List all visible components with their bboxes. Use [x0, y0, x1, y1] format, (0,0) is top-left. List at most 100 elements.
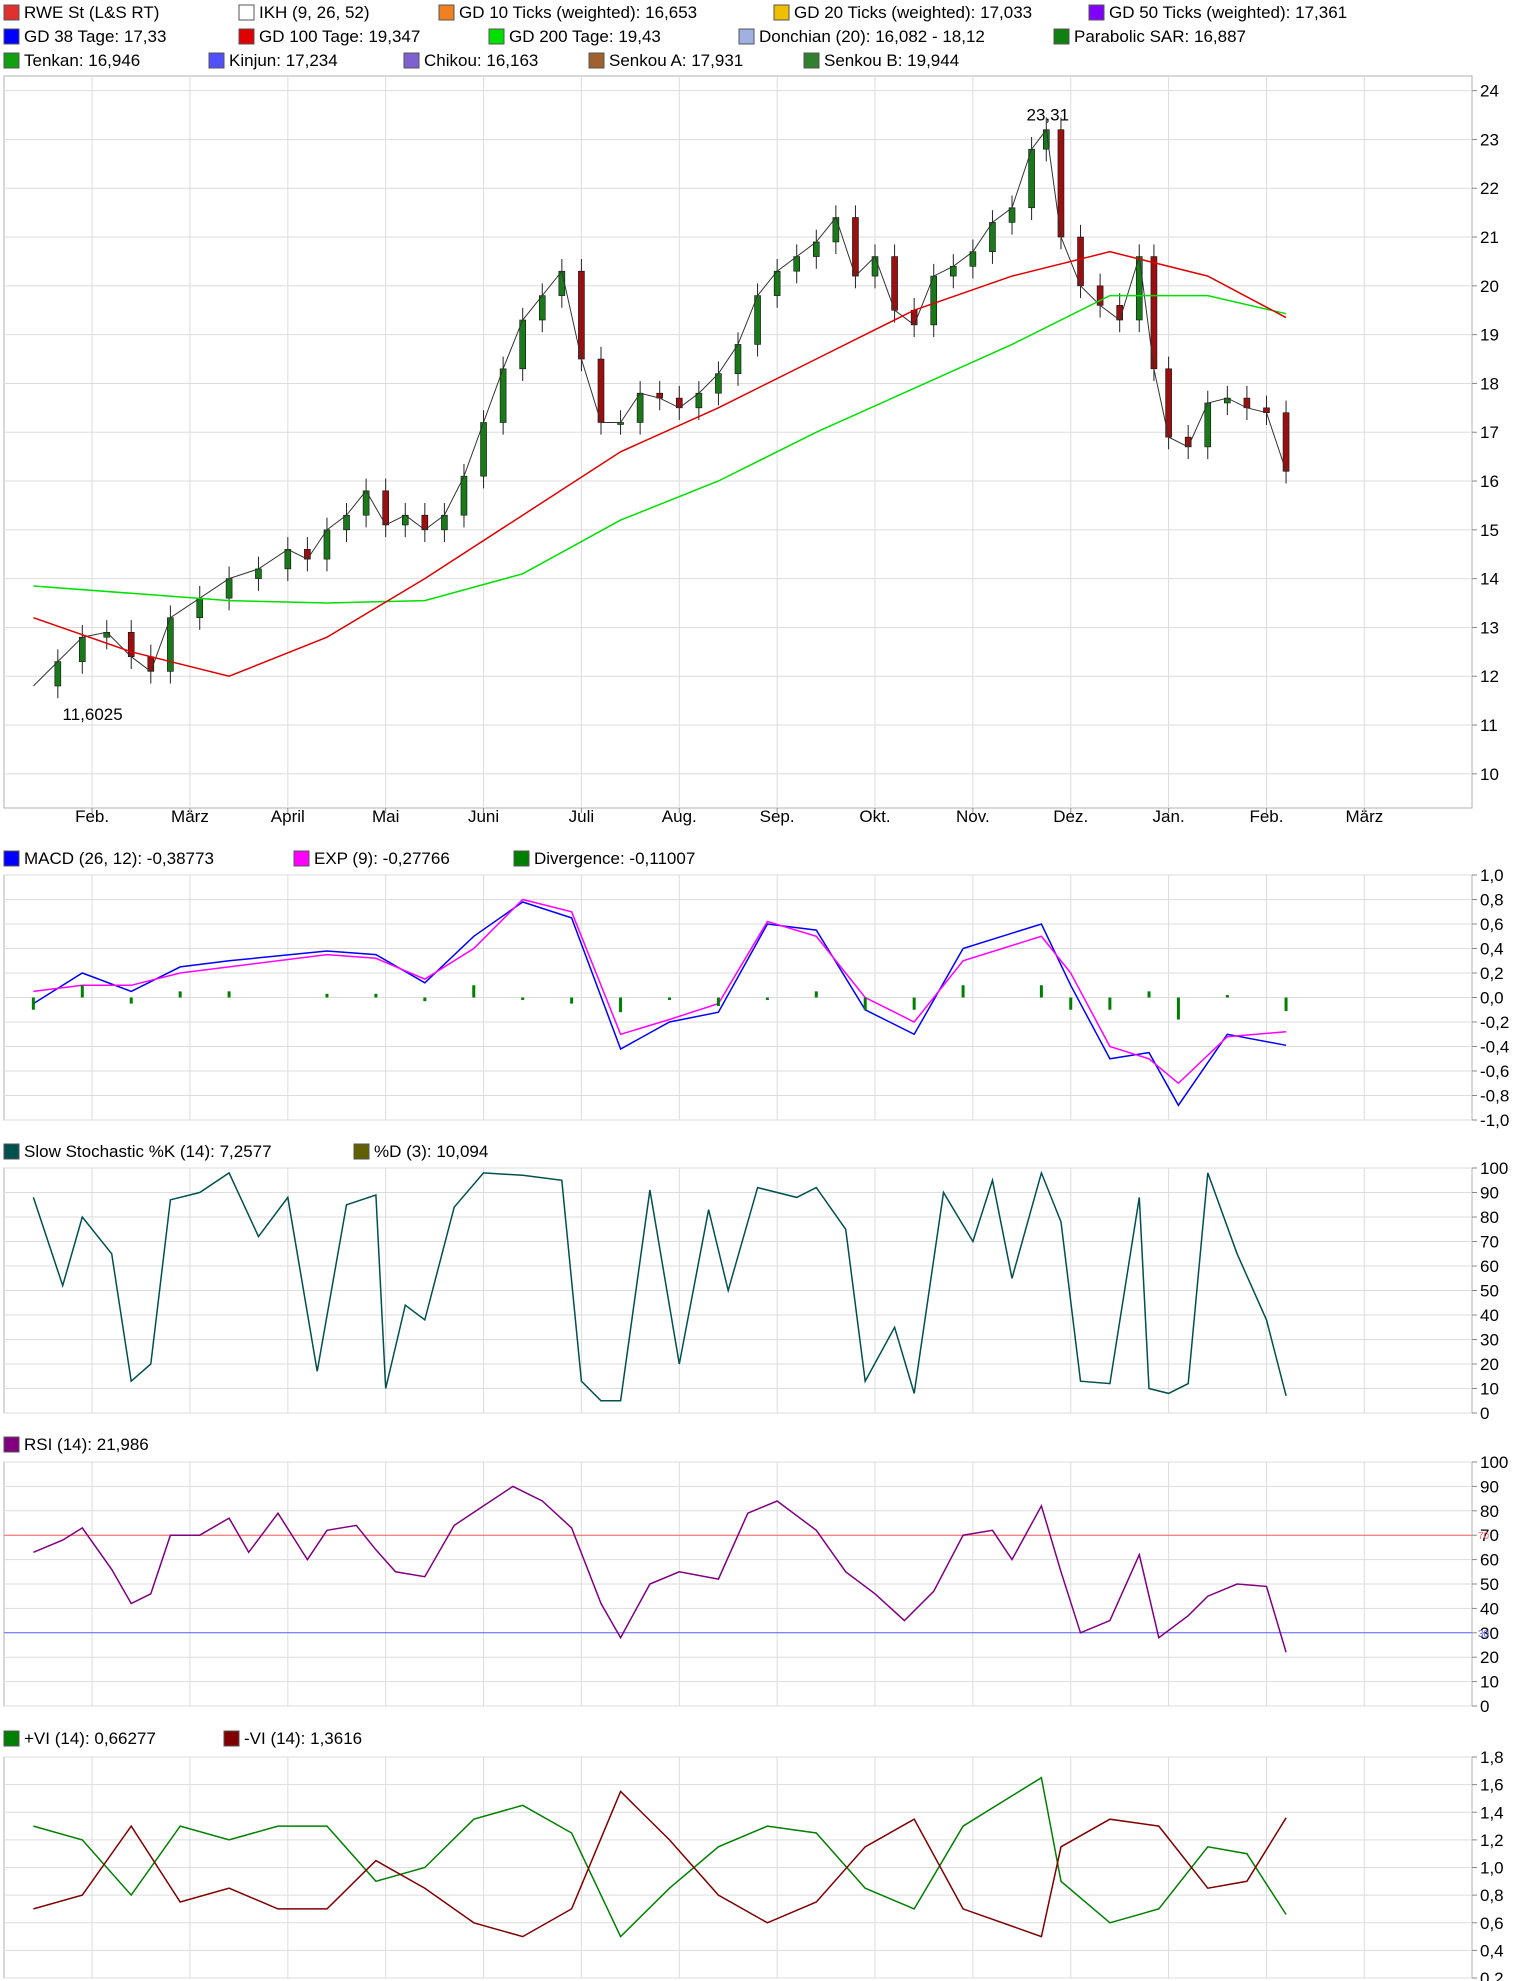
- candle-body: [284, 549, 292, 570]
- candle-body: [989, 222, 996, 252]
- y-tick-label: 10: [1480, 1673, 1499, 1692]
- series-line: [33, 294, 1287, 604]
- series-line: [33, 1790, 1287, 1938]
- y-tick-label: 80: [1480, 1502, 1499, 1521]
- candle-body: [480, 422, 487, 477]
- y-tick-label: -1,0: [1480, 1111, 1509, 1130]
- legend-swatch: [3, 28, 20, 45]
- legend-label: Chikou: 16,163: [424, 51, 538, 70]
- y-tick-label: 15: [1480, 521, 1499, 540]
- price-close-line: [33, 128, 1287, 687]
- series-line: [33, 898, 1287, 1085]
- candle-body: [578, 270, 585, 360]
- x-tick-label: Dez.: [1053, 807, 1088, 826]
- candle-body: [167, 617, 174, 672]
- y-tick-label: 0,6: [1480, 1914, 1504, 1933]
- legend-label: GD 10 Ticks (weighted): 16,653: [459, 3, 697, 22]
- x-tick-label: Juli: [569, 807, 595, 826]
- legend-label: GD 38 Tage: 17,33: [24, 27, 166, 46]
- candle-body: [1028, 148, 1035, 209]
- candle-body: [754, 295, 761, 345]
- candle-body: [930, 275, 938, 326]
- legend-swatch: [353, 1143, 370, 1160]
- y-tick-label: 0,4: [1480, 940, 1504, 959]
- legend-label: Parabolic SAR: 16,887: [1074, 27, 1246, 46]
- x-tick-label: März: [1345, 807, 1383, 826]
- x-tick-label: Feb.: [1249, 807, 1283, 826]
- y-tick-label: 17: [1480, 423, 1499, 442]
- y-tick-label: 24: [1480, 82, 1499, 101]
- y-tick-label: 20: [1480, 1355, 1499, 1374]
- candle-body: [812, 241, 820, 257]
- y-tick-label: 0,2: [1480, 964, 1504, 983]
- legend-label: EXP (9): -0,27766: [314, 849, 450, 868]
- y-tick-label: 0: [1480, 1404, 1489, 1423]
- legend-label: MACD (26, 12): -0,38773: [24, 849, 214, 868]
- price-extreme-label: 23,31: [1026, 105, 1069, 124]
- y-tick-label: 90: [1480, 1477, 1499, 1496]
- candle-body: [147, 656, 155, 672]
- plot-frame: [3, 75, 1473, 809]
- y-tick-label: 0,8: [1480, 891, 1504, 910]
- vortex-panel: +VI (14): 0,66277 -VI (14): 1,3616 1,8 1,6 1…: [3, 1729, 1504, 1981]
- x-tick-label: Juni: [468, 807, 499, 826]
- x-tick-label: April: [271, 807, 305, 826]
- y-tick-label: 12: [1480, 667, 1499, 686]
- legend-swatch: [1088, 4, 1105, 21]
- y-tick-label: 90: [1480, 1184, 1499, 1203]
- legend-label: Donchian (20): 16,082 - 18,12: [759, 27, 985, 46]
- candle-body: [852, 217, 859, 277]
- y-tick-label: 30: [1480, 1331, 1499, 1350]
- y-tick-label: 14: [1480, 570, 1499, 589]
- legend-swatch: [803, 52, 820, 69]
- y-tick-label: 10: [1480, 765, 1499, 784]
- candle-body: [255, 568, 262, 579]
- candle-body: [460, 475, 468, 516]
- series-line: [33, 250, 1287, 677]
- y-tick-label: 30: [1480, 1624, 1499, 1643]
- legend-swatch: [773, 4, 790, 21]
- legend-swatch: [403, 52, 420, 69]
- candle-body: [441, 514, 448, 531]
- x-tick-label: Okt.: [859, 807, 890, 826]
- legend-swatch: [438, 4, 455, 21]
- candle-body: [715, 373, 722, 394]
- y-tick-label: 19: [1480, 326, 1499, 345]
- candle-body: [1282, 412, 1290, 472]
- legend-label: Kinjun: 17,234: [229, 51, 338, 70]
- legend-swatch: [238, 28, 255, 45]
- candle-body: [891, 256, 898, 311]
- y-tick-label: 50: [1480, 1575, 1499, 1594]
- y-tick-label: 1,0: [1480, 1859, 1504, 1878]
- y-tick-label: 60: [1480, 1551, 1499, 1570]
- y-tick-label: 20: [1480, 1648, 1499, 1667]
- chart-panels: RWE St (L&S RT) IKH (9, 26, 52) GD 10 Tick…: [3, 3, 1509, 1981]
- legend-swatch: [3, 1143, 20, 1160]
- rsi-band-label: 70: [1478, 1531, 1490, 1542]
- y-tick-label: 11: [1480, 716, 1498, 735]
- candle-body: [1204, 402, 1212, 448]
- x-tick-label: Sep.: [760, 807, 795, 826]
- candle-body: [323, 529, 331, 560]
- candle-body: [343, 514, 350, 531]
- y-tick-label: 100: [1480, 1453, 1508, 1472]
- candle-body: [636, 392, 644, 423]
- legend-label: GD 100 Tage: 19,347: [259, 27, 420, 46]
- y-tick-label: 13: [1480, 618, 1499, 637]
- legend-label: Tenkan: 16,946: [24, 51, 140, 70]
- series-line: [33, 1776, 1287, 1938]
- candle-body: [225, 578, 233, 599]
- y-tick-label: 0,4: [1480, 1941, 1504, 1960]
- legend-label: +VI (14): 0,66277: [24, 1729, 156, 1748]
- legend-swatch: [238, 4, 255, 21]
- y-tick-label: 0,6: [1480, 915, 1504, 934]
- legend-label: IKH (9, 26, 52): [259, 3, 370, 22]
- candle-body: [734, 344, 742, 374]
- y-tick-label: 0,0: [1480, 989, 1504, 1008]
- x-tick-label: Nov.: [956, 807, 990, 826]
- candle-body: [773, 270, 781, 296]
- legend-label: Senkou B: 19,944: [824, 51, 959, 70]
- legend-swatch: [223, 1730, 240, 1747]
- x-tick-label: Aug.: [662, 807, 697, 826]
